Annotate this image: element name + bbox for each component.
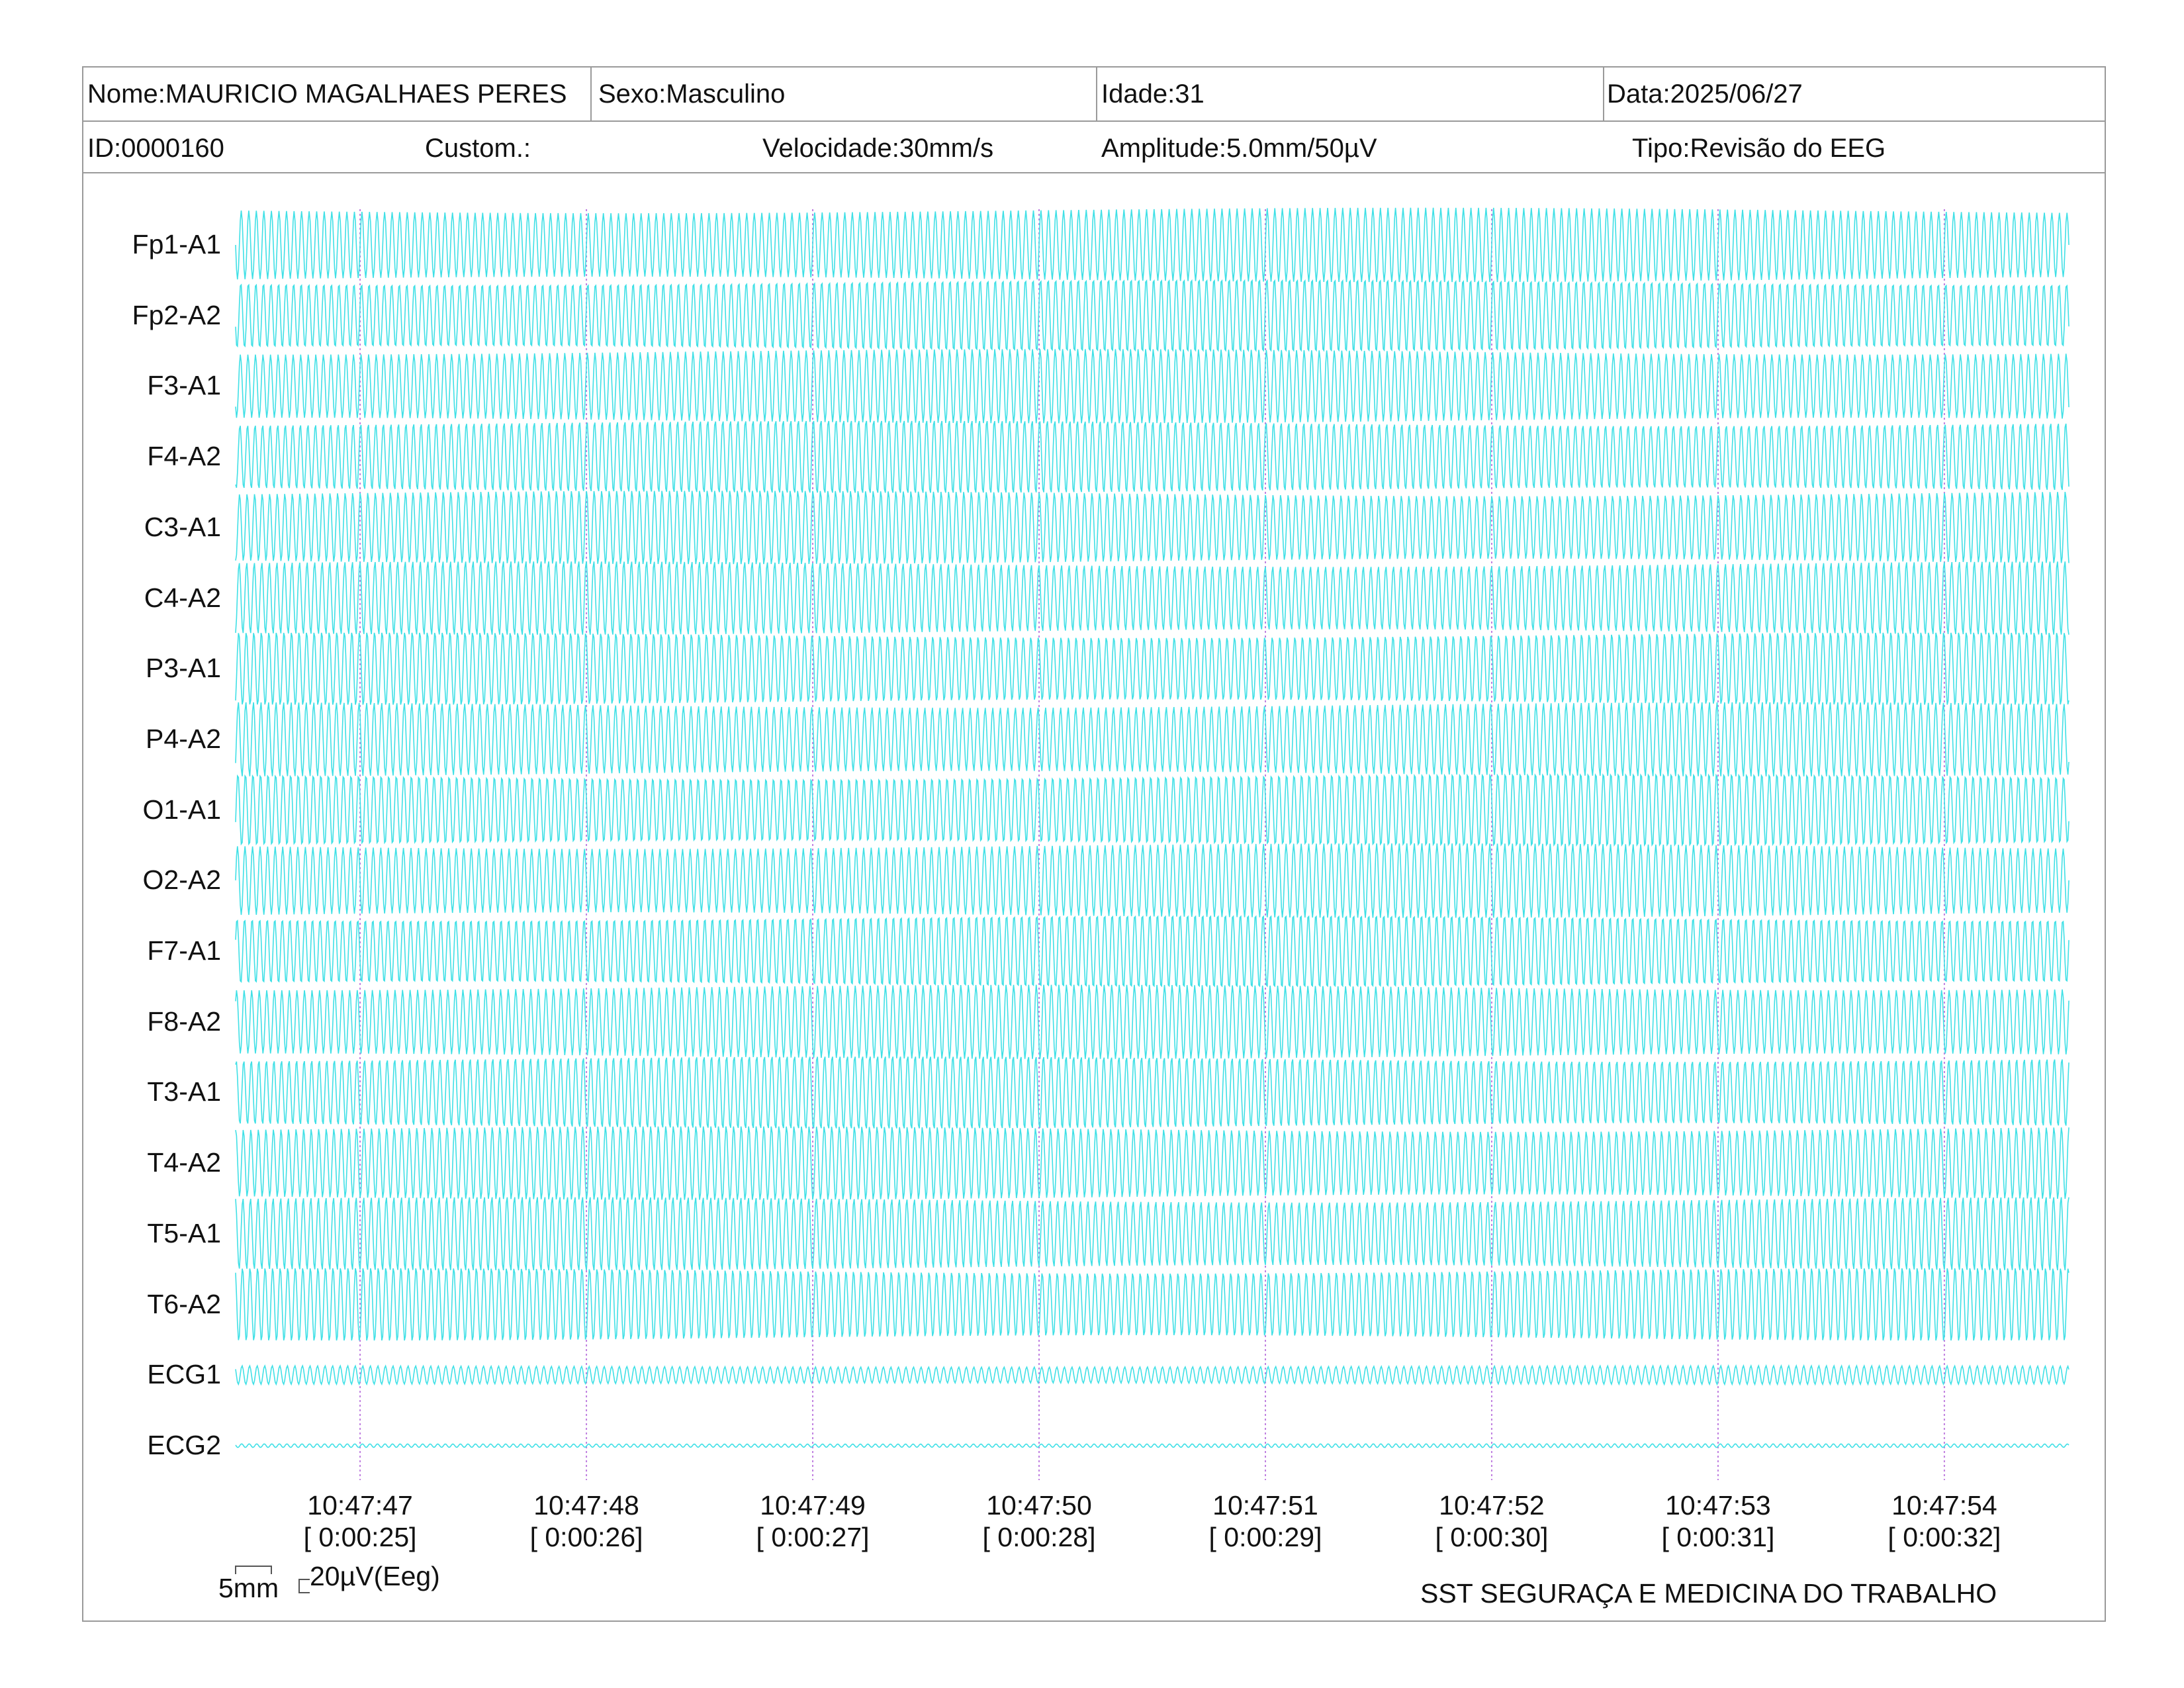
channel-label-t3-a1: T3-A1 <box>147 1076 221 1107</box>
trace-fp1-a1 <box>235 207 2070 283</box>
scale-mm-bar <box>235 1566 272 1574</box>
channel-label-ecg1: ECG1 <box>147 1359 221 1390</box>
channel-label-c4-a2: C4-A2 <box>144 582 221 613</box>
elapsed-time: [ 0:00:32] <box>1888 1522 2001 1552</box>
trace-f4-a2 <box>235 420 2070 493</box>
clock-time: 10:47:49 <box>760 1490 866 1521</box>
time-marker-label: 10:47:52[ 0:00:30] <box>1392 1489 1591 1553</box>
channel-label-f4-a2: F4-A2 <box>147 441 221 472</box>
elapsed-time: [ 0:00:30] <box>1435 1522 1549 1552</box>
patient-name: Nome:MAURICIO MAGALHAES PERES <box>87 79 567 109</box>
channel-label-f8-a2: F8-A2 <box>147 1006 221 1037</box>
trace-o2-a2 <box>235 843 2070 918</box>
divider <box>590 68 592 122</box>
trace-c4-a2 <box>235 561 2070 635</box>
channel-label-p3-a1: P3-A1 <box>146 653 221 684</box>
clock-time: 10:47:48 <box>533 1490 639 1521</box>
channel-label-o1-a1: O1-A1 <box>142 794 222 825</box>
trace-c3-a1 <box>235 491 2070 565</box>
time-marker-label: 10:47:48[ 0:00:26] <box>487 1489 686 1553</box>
clock-time: 10:47:50 <box>986 1490 1092 1521</box>
time-marker-label: 10:47:47[ 0:00:25] <box>261 1489 459 1553</box>
time-marker-label: 10:47:51[ 0:00:29] <box>1166 1489 1365 1553</box>
channel-label-t4-a2: T4-A2 <box>147 1147 221 1178</box>
trace-t6-a2 <box>235 1268 2070 1341</box>
header-row-1: Nome:MAURICIO MAGALHAES PERES Sexo:Mascu… <box>83 68 2105 122</box>
clock-time: 10:47:53 <box>1665 1490 1771 1521</box>
clock-time: 10:47:52 <box>1439 1490 1545 1521</box>
channel-label-c3-a1: C3-A1 <box>144 511 221 542</box>
exam-date: Data:2025/06/27 <box>1607 79 1803 109</box>
footer-company: SST SEGURAÇA E MEDICINA DO TRABALHO <box>1420 1578 1997 1609</box>
channel-label-t6-a2: T6-A2 <box>147 1288 221 1319</box>
scale-mm-label: 5mm <box>218 1573 279 1603</box>
time-marker-label: 10:47:54[ 0:00:32] <box>1845 1489 2044 1553</box>
clock-time: 10:47:51 <box>1212 1490 1318 1521</box>
amplitude: Amplitude:5.0mm/50µV <box>1101 134 1377 163</box>
patient-age: Idade:31 <box>1101 79 1205 109</box>
channel-label-p4-a2: P4-A2 <box>146 723 221 754</box>
channel-label-t5-a1: T5-A1 <box>147 1217 221 1248</box>
channel-label-fp1-a1: Fp1-A1 <box>132 229 221 259</box>
exam-type: Tipo:Revisão do EEG <box>1632 134 1886 163</box>
patient-id: ID:0000160 <box>87 134 224 163</box>
trace-p3-a1 <box>235 632 2070 705</box>
time-marker-label: 10:47:53[ 0:00:31] <box>1619 1489 1817 1553</box>
elapsed-time: [ 0:00:25] <box>303 1522 417 1552</box>
trace-fp2-a2 <box>235 279 2070 352</box>
trace-f8-a2 <box>235 984 2070 1059</box>
elapsed-time: [ 0:00:27] <box>756 1522 870 1552</box>
channel-label-fp2-a2: Fp2-A2 <box>132 299 221 330</box>
report-frame: Nome:MAURICIO MAGALHAES PERES Sexo:Mascu… <box>82 66 2106 1622</box>
trace-t5-a1 <box>235 1197 2070 1271</box>
scale-uv-bar <box>298 1579 310 1593</box>
channel-label-f3-a1: F3-A1 <box>147 370 221 401</box>
elapsed-time: [ 0:00:29] <box>1208 1522 1322 1552</box>
elapsed-time: [ 0:00:28] <box>982 1522 1096 1552</box>
divider <box>1603 68 1604 122</box>
trace-ecg1 <box>235 1364 2070 1386</box>
trace-p4-a2 <box>235 702 2070 776</box>
trace-ecg2 <box>235 1443 2070 1448</box>
scale-uv-label: 20µV(Eeg) <box>310 1561 440 1591</box>
trace-f7-a1 <box>235 915 2070 988</box>
clock-time: 10:47:54 <box>1891 1490 1997 1521</box>
channel-label-f7-a1: F7-A1 <box>147 935 221 966</box>
elapsed-time: [ 0:00:26] <box>529 1522 643 1552</box>
channel-label-ecg2: ECG2 <box>147 1429 221 1460</box>
trace-t3-a1 <box>235 1056 2070 1129</box>
trace-f3-a1 <box>235 349 2070 424</box>
time-marker-label: 10:47:50[ 0:00:28] <box>940 1489 1138 1553</box>
time-marker-label: 10:47:49[ 0:00:27] <box>713 1489 912 1553</box>
custom-field: Custom.: <box>425 134 531 163</box>
clock-time: 10:47:47 <box>307 1490 413 1521</box>
elapsed-time: [ 0:00:31] <box>1661 1522 1775 1552</box>
patient-sex: Sexo:Masculino <box>598 79 786 109</box>
trace-o1-a1 <box>235 773 2070 847</box>
divider <box>1096 68 1097 122</box>
speed: Velocidade:30mm/s <box>762 134 994 163</box>
trace-t4-a2 <box>235 1126 2070 1200</box>
channel-label-o2-a2: O2-A2 <box>142 865 222 896</box>
header-row-2: ID:0000160 Custom.: Velocidade:30mm/s Am… <box>83 122 2105 173</box>
